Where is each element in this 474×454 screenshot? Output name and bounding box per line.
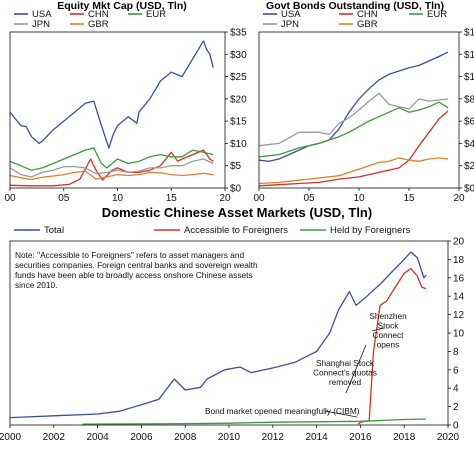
legend-entry: Accessible to Foreigners — [184, 225, 288, 236]
x-tick-label: 2012 — [262, 432, 285, 443]
legend-entry: EUR — [427, 9, 447, 20]
legend-entry: EUR — [146, 9, 166, 20]
y-tick-label: $8 — [464, 94, 474, 105]
annotation-label: Shenzhen Stock Connect opens — [369, 311, 407, 350]
y-tick-label: $5 — [230, 161, 242, 172]
legend-entry: JPN — [281, 19, 299, 30]
x-tick-label: 2016 — [349, 432, 372, 443]
y-tick-label: $10 — [230, 139, 247, 150]
legend-entry: Total — [44, 225, 64, 236]
x-tick-label: 2000 — [0, 432, 22, 443]
y-tick-label: $0 — [464, 184, 474, 195]
chart-title: Equity Mkt Cap (USD, Tln) — [57, 0, 187, 12]
y-tick-label: 18 — [453, 255, 465, 266]
y-tick-label: 14 — [453, 292, 465, 303]
y-tick-label: $4 — [464, 139, 474, 150]
series-line-gbr — [9, 170, 214, 181]
y-tick-label: 0 — [453, 421, 459, 432]
x-tick-label: 2018 — [393, 432, 416, 443]
y-tick-label: $0 — [230, 184, 242, 195]
legend: Total Accessible to Foreigners Held by For… — [14, 225, 411, 236]
y-tick-label: 16 — [453, 273, 465, 284]
chart-title: Domestic Chinese Asset Markets (USD, Tln… — [102, 205, 372, 220]
y-tick-label: 4 — [453, 384, 459, 395]
x-tick-label: 2006 — [130, 432, 153, 443]
y-tick-label: $20 — [230, 94, 247, 105]
y-tick-label: 12 — [453, 310, 465, 321]
y-tick-label: $12 — [464, 50, 474, 61]
y-tick-label: 2 — [453, 402, 459, 413]
series-line-gbr — [258, 157, 449, 185]
legend-entry: GBR — [88, 19, 109, 30]
x-tick-label: 20 — [453, 193, 465, 204]
series-line-jpn — [9, 158, 214, 178]
legend-entry: USA — [32, 9, 52, 20]
legend: USA CHN EUR JPN GBR — [263, 9, 447, 30]
annotation-label: Shanghai Stock Connect's quotas removed — [313, 358, 377, 387]
annotation-label: Bond market opened meaningfully (CIBM) — [205, 406, 360, 416]
x-tick-label: 2008 — [174, 432, 197, 443]
legend-entry: USA — [281, 9, 301, 20]
x-tick-label: 2002 — [43, 432, 66, 443]
equity-chart: Equity Mkt Cap (USD, Tln) USA CHN EUR JPN GB… — [4, 0, 247, 204]
series-line-eur — [258, 101, 449, 158]
series-line-chn — [258, 110, 449, 187]
x-tick-label: 05 — [58, 193, 70, 204]
x-tick-label: 10 — [112, 193, 124, 204]
y-tick-label: $30 — [230, 50, 247, 61]
x-tick-label: 15 — [403, 193, 415, 204]
legend-entry: CHN — [88, 9, 109, 20]
y-tick-label: $6 — [464, 117, 474, 128]
legend-entry: JPN — [32, 19, 50, 30]
y-tick-label: $14 — [464, 28, 474, 39]
chinese-markets-chart: Domestic Chinese Asset Markets (USD, Tln… — [0, 205, 465, 443]
legend-entry: GBR — [357, 19, 378, 30]
chart-note: Note: "Accessible to Foreigners" refers … — [15, 250, 258, 290]
x-tick-label: 2014 — [305, 432, 328, 443]
x-tick-label: 2010 — [218, 432, 241, 443]
annotation-arrow — [371, 327, 385, 332]
plot-frame — [9, 31, 226, 189]
bonds-chart: Govt Bonds Outstanding (USD, Tln) USA CHN… — [253, 0, 474, 204]
x-tick-label: 00 — [253, 193, 265, 204]
series-line-usa — [258, 51, 449, 162]
y-tick-label: 8 — [453, 347, 459, 358]
x-tick-label: 00 — [4, 193, 16, 204]
series-line-total — [9, 251, 427, 419]
series-line-held-by-foreigners — [82, 418, 427, 425]
chart-title: Govt Bonds Outstanding (USD, Tln) — [266, 0, 444, 12]
legend-entry: CHN — [357, 9, 378, 20]
series-line-usa — [9, 40, 214, 149]
x-tick-label: 05 — [303, 193, 315, 204]
x-tick-label: 10 — [353, 193, 365, 204]
series-line-eur — [9, 147, 214, 171]
legend: USA CHN EUR JPN GBR — [14, 9, 166, 30]
y-tick-label: $2 — [464, 161, 474, 172]
annotation-arrow — [345, 344, 367, 394]
x-tick-label: 2004 — [86, 432, 109, 443]
y-tick-label: 20 — [453, 237, 465, 248]
legend-entry: Held by Foreigners — [330, 225, 411, 236]
y-tick-label: $35 — [230, 28, 247, 39]
y-tick-label: $10 — [464, 72, 474, 83]
annotation-arrow — [324, 410, 358, 418]
note-text: Note: "Accessible to Foreigners" refers … — [15, 250, 258, 290]
x-tick-label: 2020 — [437, 432, 460, 443]
y-tick-label: $25 — [230, 72, 247, 83]
y-tick-label: 10 — [453, 329, 465, 340]
x-tick-label: 20 — [219, 193, 231, 204]
y-tick-label: $15 — [230, 117, 247, 128]
series-line-jpn — [258, 92, 449, 147]
x-tick-label: 15 — [166, 193, 178, 204]
y-tick-label: 6 — [453, 365, 459, 376]
